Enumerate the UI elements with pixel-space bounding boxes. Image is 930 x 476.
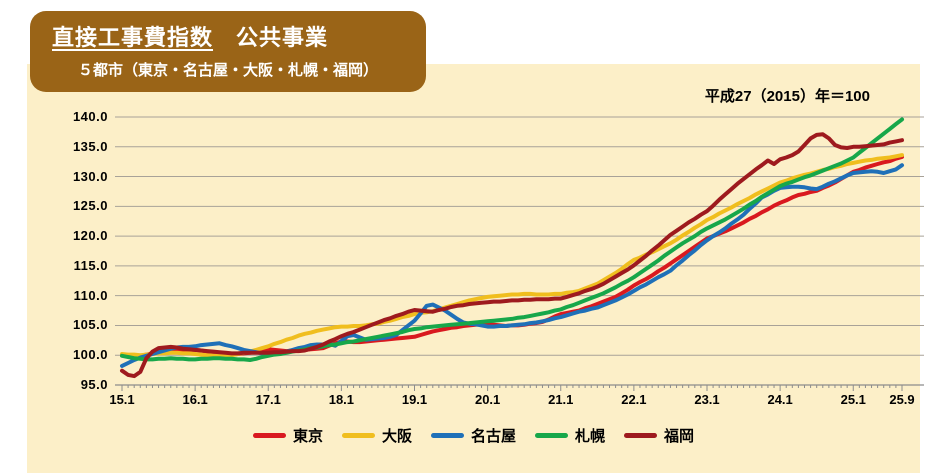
- y-axis-label: 130.0: [72, 168, 108, 184]
- x-axis-label: 22.1: [621, 392, 647, 407]
- x-axis-label: 17.1: [255, 392, 281, 407]
- series-line-札幌: [120, 117, 904, 362]
- legend-swatch: [430, 433, 464, 438]
- x-axis-label: 15.1: [109, 392, 135, 407]
- x-axis-label: 25.1: [840, 392, 866, 407]
- base-year-note: 平成27（2015）年＝100: [704, 88, 870, 105]
- page-title: 直接工事費指数 公共事業: [52, 20, 328, 52]
- page-title-rest: 公共事業: [213, 25, 329, 50]
- legend-swatch: [341, 433, 375, 438]
- y-axis-label: 115.0: [73, 257, 108, 273]
- x-axis-label: 18.1: [328, 392, 355, 407]
- x-axis-label: 21.1: [548, 392, 574, 407]
- y-axis-label: 135.0: [72, 138, 108, 154]
- title-box: 直接工事費指数 公共事業 ５都市（東京・名古屋・大阪・札幌・福岡）: [30, 11, 426, 92]
- y-axis-label: 120.0: [72, 228, 108, 244]
- x-axis-label: 16.1: [182, 392, 208, 407]
- legend: 東京 大阪 名古屋 札幌 福岡: [27, 425, 920, 446]
- legend-item: 大阪: [341, 425, 412, 446]
- legend-label: 東京: [292, 428, 323, 445]
- x-axis-label: 19.1: [401, 392, 428, 407]
- legend-label: 札幌: [575, 428, 606, 445]
- series-line-福岡: [120, 132, 904, 379]
- y-axis-label: 100.0: [72, 347, 108, 363]
- legend-label: 福岡: [664, 428, 695, 445]
- y-axis-label: 140.0: [72, 109, 108, 124]
- legend-label: 名古屋: [470, 428, 516, 445]
- x-axis-label: 24.1: [767, 392, 793, 407]
- y-axis-label: 95.0: [80, 377, 108, 392]
- legend-swatch: [535, 433, 568, 438]
- x-axis-label: 20.1: [474, 392, 501, 407]
- y-axis-label: 105.0: [72, 317, 108, 333]
- x-axis-label: 25.9: [889, 392, 915, 407]
- legend-swatch: [624, 433, 658, 438]
- page-title-underlined: 直接工事費指数: [52, 25, 214, 50]
- legend-label: 大阪: [381, 428, 412, 445]
- y-axis-label: 110.0: [73, 287, 108, 303]
- page-subtitle: ５都市（東京・名古屋・大阪・札幌・福岡）: [78, 62, 379, 79]
- y-axis-label: 125.0: [72, 198, 108, 214]
- legend-item: 名古屋: [430, 425, 516, 446]
- chart-panel: [27, 64, 920, 473]
- x-axis-label: 23.1: [694, 392, 720, 407]
- legend-item: 福岡: [624, 425, 694, 446]
- legend-swatch: [252, 433, 286, 438]
- legend-item: 東京: [252, 425, 323, 446]
- legend-item: 札幌: [535, 425, 605, 446]
